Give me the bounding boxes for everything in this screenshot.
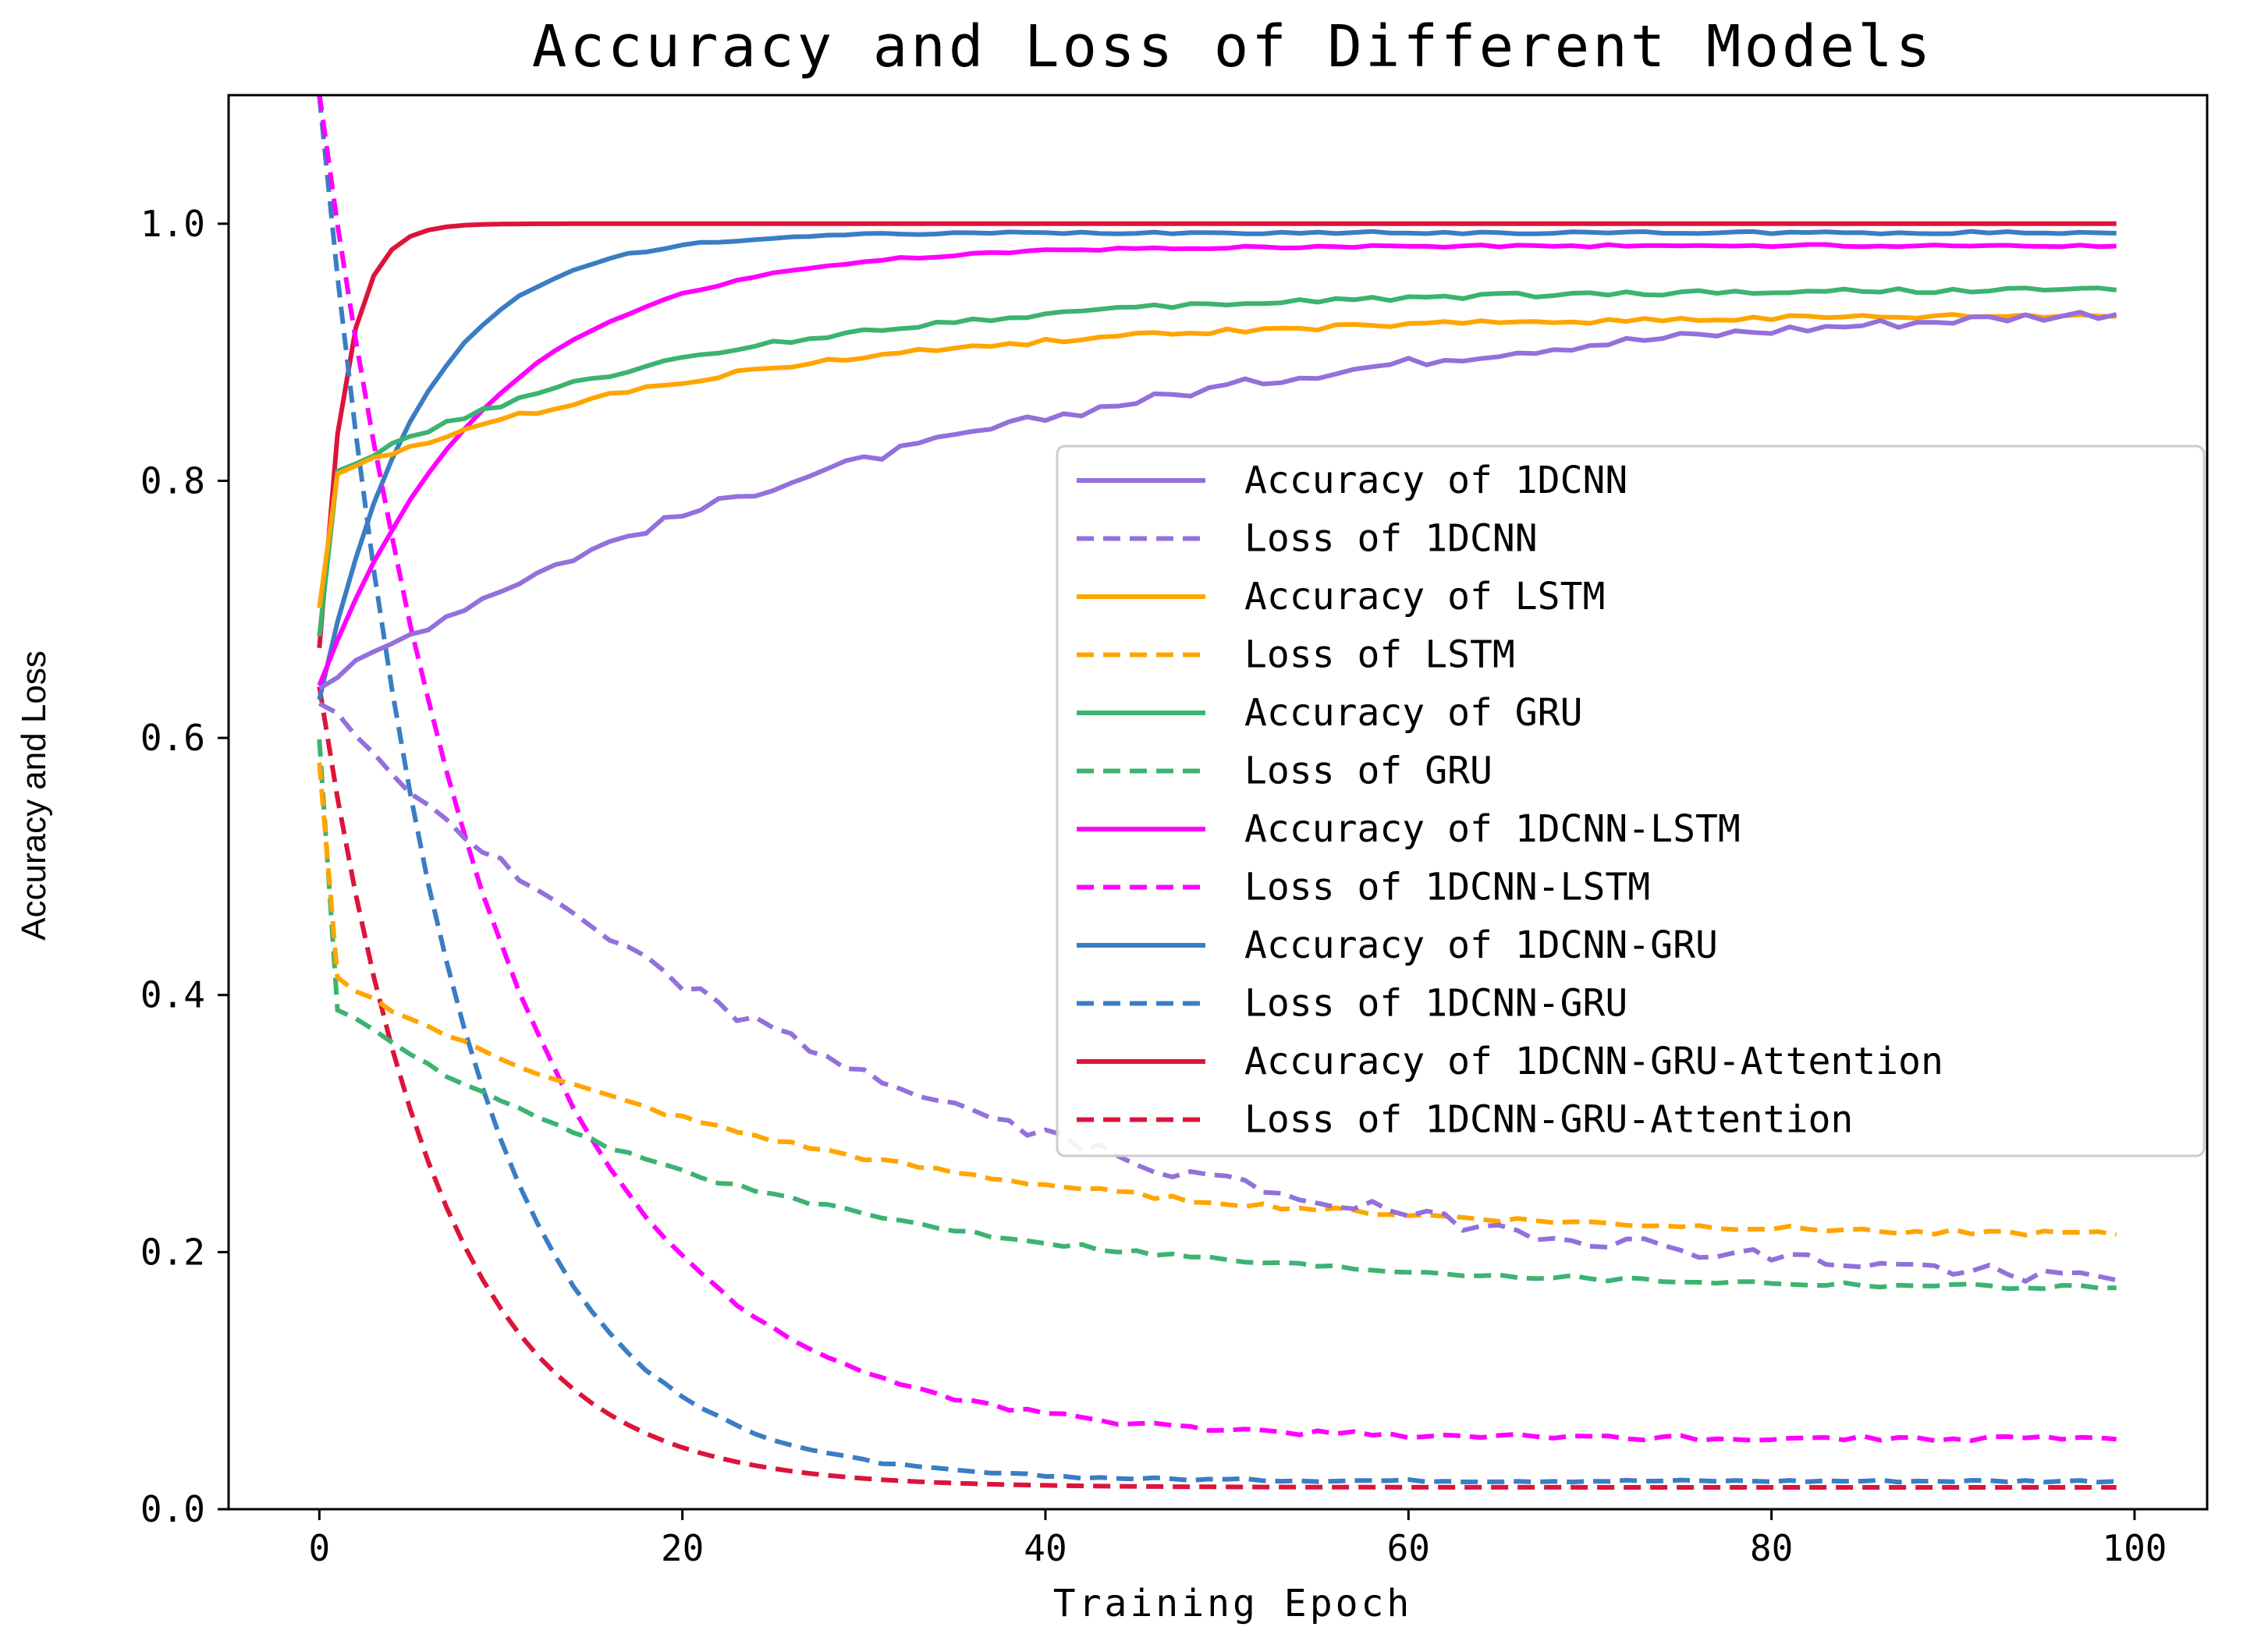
x-axis-label: Training Epoch (1053, 1582, 1413, 1625)
series-line-7 (317, 95, 2117, 1444)
x-tick-label: 80 (1750, 1527, 1793, 1569)
x-tick-label: 60 (1387, 1527, 1430, 1569)
legend-label: Loss of 1DCNN-LSTM (1244, 866, 1650, 909)
x-tick-label: 20 (661, 1527, 704, 1569)
y-tick-label: 0.0 (140, 1488, 205, 1530)
x-tick-label: 40 (1024, 1527, 1067, 1569)
legend-label: Loss of 1DCNN-GRU (1244, 982, 1627, 1026)
series-line-1 (318, 701, 2117, 1285)
series-line-5 (317, 739, 2117, 1292)
legend-label: Loss of GRU (1244, 750, 1492, 793)
series-line-9 (317, 95, 2117, 1485)
x-tick-label: 0 (308, 1527, 330, 1569)
y-tick-label: 0.8 (140, 459, 205, 502)
series-line-11 (317, 686, 2117, 1490)
legend-box (1056, 445, 2206, 1157)
legend-label: Accuracy of GRU (1244, 691, 1582, 735)
legend-label: Loss of 1DCNN-GRU-Attention (1244, 1098, 1853, 1142)
legend-label: Accuracy of LSTM (1244, 575, 1605, 619)
y-tick-label: 0.4 (140, 974, 205, 1016)
y-tick-label: 0.2 (140, 1231, 205, 1273)
plot-frame (227, 94, 2209, 1511)
y-tick-label: 1.0 (140, 203, 205, 245)
legend-label: Accuracy of 1DCNN-GRU-Attention (1244, 1040, 1943, 1083)
legend: Accuracy of 1DCNN Loss of 1DCNN Accuracy o… (1056, 445, 2206, 1157)
y-axis-label: Accuracy and Loss (15, 650, 53, 941)
series-line-0 (318, 310, 2117, 691)
x-tick-label: 100 (2102, 1527, 2167, 1569)
series-line-6 (317, 242, 2117, 687)
legend-label: Loss of LSTM (1244, 633, 1515, 677)
axis-ticks: 0 20 40 60 80 100 0.0 0.2 0.4 0.6 0.8 1.0 (140, 203, 2167, 1569)
series-line-8 (317, 229, 2117, 700)
series-line-4 (317, 285, 2117, 637)
plot-lines (317, 95, 2117, 1490)
legend-label: Accuracy of 1DCNN-LSTM (1244, 807, 1741, 851)
legend-label: Accuracy of 1DCNN (1244, 459, 1627, 502)
legend-label: Accuracy of 1DCNN-GRU (1244, 923, 1718, 967)
legend-label: Loss of 1DCNN (1244, 517, 1538, 561)
chart-title: Accuracy and Loss of Different Models (532, 13, 1933, 80)
series-line-3 (317, 762, 2117, 1238)
series-line-10 (317, 221, 2117, 648)
y-tick-label: 0.6 (140, 717, 205, 759)
series-line-2 (317, 312, 2117, 608)
